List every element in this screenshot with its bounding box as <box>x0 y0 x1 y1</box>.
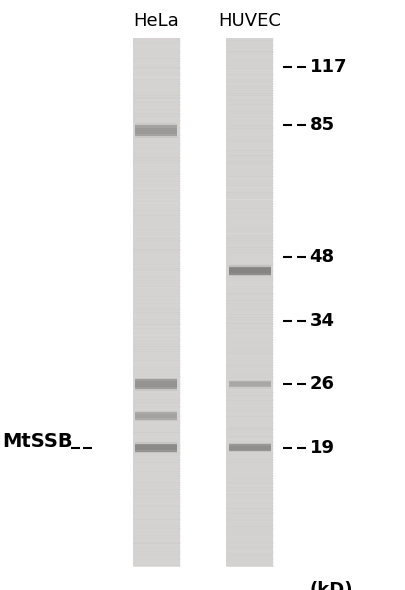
Text: 48: 48 <box>309 248 334 267</box>
Bar <box>228 442 270 453</box>
Bar <box>228 267 270 275</box>
Bar <box>135 414 177 418</box>
Text: 34: 34 <box>309 312 334 330</box>
Text: 19: 19 <box>309 438 334 457</box>
Bar <box>228 265 270 276</box>
Bar <box>135 381 177 387</box>
Bar <box>133 38 179 566</box>
Text: MtSSB: MtSSB <box>2 432 72 451</box>
Text: 117: 117 <box>309 58 346 76</box>
Bar <box>228 380 270 389</box>
Bar <box>135 445 177 450</box>
Bar <box>135 127 177 134</box>
Bar <box>228 444 270 451</box>
Bar <box>135 411 177 421</box>
Bar <box>228 268 270 273</box>
Text: HeLa: HeLa <box>133 11 179 30</box>
Bar <box>135 412 177 419</box>
Bar <box>135 379 177 389</box>
Bar <box>135 442 177 453</box>
Text: 26: 26 <box>309 375 334 393</box>
Bar <box>228 445 270 450</box>
Text: 85: 85 <box>309 116 334 135</box>
Bar <box>135 126 177 136</box>
Bar <box>228 382 270 386</box>
Bar <box>135 378 177 391</box>
Bar <box>228 381 270 388</box>
Bar <box>135 444 177 451</box>
Bar <box>226 38 273 566</box>
Text: (kD): (kD) <box>309 581 352 590</box>
Text: HUVEC: HUVEC <box>218 11 280 30</box>
Bar <box>135 123 177 138</box>
